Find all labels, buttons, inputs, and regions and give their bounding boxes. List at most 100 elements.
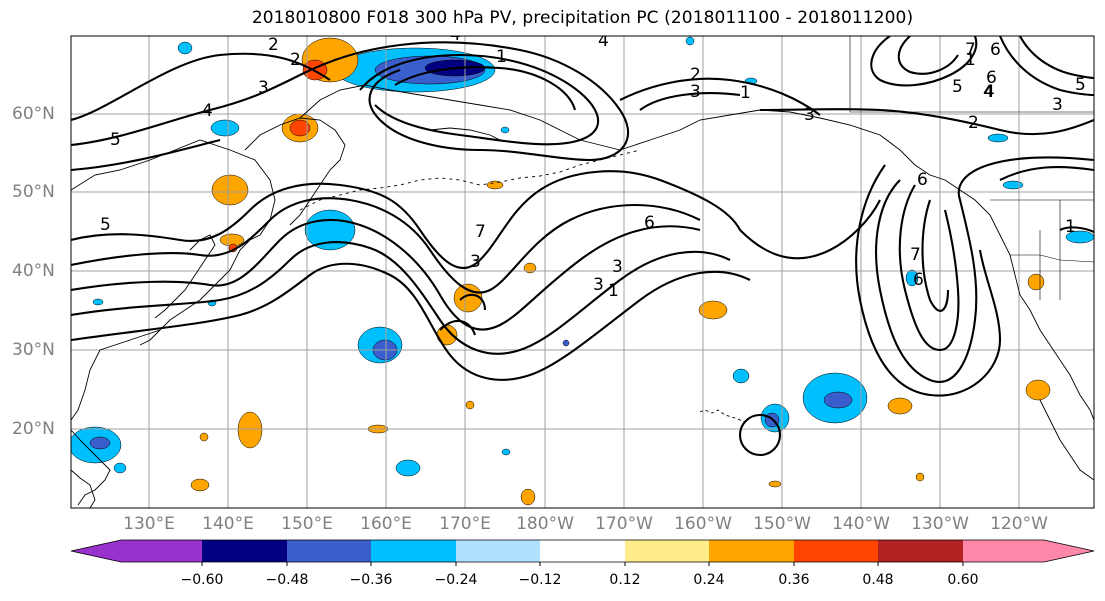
precip-anomaly-region [210,119,240,137]
colorbar-tick-label: −0.60 [180,572,224,588]
precip-anomaly-region [486,180,504,190]
colorbar-tick-label: −0.48 [265,572,309,588]
contour-label: 2 [268,35,279,55]
lon-label: 120°W [990,514,1048,534]
contour-label: 7 [475,222,486,242]
contour-label: 4 [983,82,994,102]
contour-label: 4 [202,101,213,121]
contour-label: 4 [598,31,609,51]
precip-anomaly-region [732,368,750,384]
colorbar-tick-label: −0.12 [518,572,562,588]
lon-label: 130°W [911,514,969,534]
contour-label: 3 [593,275,604,295]
contour-label: 6 [644,213,655,233]
colorbar-segment [794,540,879,562]
precip-anomaly-region [500,126,510,134]
precip-anomaly-region [289,119,311,137]
lon-label: 140°E [202,514,254,534]
lon-label: 170°E [439,514,491,534]
precip-anomaly-region [395,459,421,477]
colorbar-segment [709,540,795,562]
colorbar-tick-label: 0.12 [609,572,641,588]
contour-label: 5 [100,215,111,235]
precip-anomaly-region [520,488,536,506]
contour-label: 1 [740,83,751,103]
precip-anomaly-region [823,391,853,409]
contour-label: 7 [910,245,921,265]
contour-label: 3 [258,78,269,98]
colorbar-segment [456,540,541,562]
precip-anomaly-region [915,472,925,482]
lon-label: 160°E [360,514,412,534]
precip-anomaly-region [1065,230,1094,244]
lon-label: 130°E [123,514,175,534]
colorbar-segment [371,540,457,562]
precip-anomaly-region [768,480,782,488]
contour-label: 2 [968,113,979,133]
contour-label: 3 [612,257,623,277]
precip-anomaly-region [562,339,570,347]
precip-anomaly-region [685,36,695,46]
precip-anomaly-region [698,300,728,320]
lat-label-60: 60°N [12,104,55,124]
contour-label: 3 [1052,95,1063,115]
precip-anomaly-region [113,462,127,474]
colorbar-tick-label: −0.24 [434,572,478,588]
lon-label: 140°W [832,514,890,534]
precip-anomaly-region [905,269,919,287]
contour-label: 6 [990,40,1001,60]
contour-label: 3 [470,252,481,272]
colorbar-tick-label: 0.24 [693,572,725,588]
colorbar-segment [540,540,626,562]
colorbar-segment [963,540,1045,562]
precip-anomaly-region [987,133,1009,143]
lon-label: 180°W [516,514,574,534]
contour-label: 4 [450,25,461,45]
map-title: 2018010800 F018 300 hPa PV, precipitatio… [251,8,914,28]
contour-label: 2 [690,65,701,85]
colorbar-tick-label: −0.36 [349,572,393,588]
contour-label: 1 [496,47,507,67]
contour-label: 7 [965,40,976,60]
precip-anomaly-region [465,400,475,410]
lat-label-50: 50°N [12,182,55,202]
lon-label: 170°W [595,514,653,534]
colorbar-segment [121,540,203,562]
precip-anomaly-region [1027,273,1045,291]
colorbar-tick-label: 0.36 [778,572,810,588]
map-frame [70,35,1095,509]
contour-label: 1 [608,281,619,301]
colorbar [70,539,1095,566]
contour-label: 6 [917,170,928,190]
lon-label: 150°W [753,514,811,534]
precip-anomaly-region [887,397,913,415]
coastlines [71,36,1094,508]
contour-label: 5 [952,77,963,97]
contour-label: 5 [1075,75,1086,95]
colorbar-segment [878,540,964,562]
contour-label: 3 [804,105,815,125]
precip-anomaly-region [89,436,111,450]
lon-label: 150°E [281,514,333,534]
lon-label: 160°W [674,514,732,534]
contour-label: 6 [986,68,997,88]
precip-anomaly-region [190,478,210,492]
colorbar-extend-low [71,540,121,562]
precip-anomaly-region [501,448,511,456]
colorbar-tick-label: 0.48 [862,572,894,588]
precip-anomaly-region [453,283,483,313]
precip-anomaly-region [304,209,356,251]
contour-label: 3 [690,82,701,102]
lat-label-20: 20°N [12,419,55,439]
colorbar-extend-high [1044,540,1094,562]
precip-anomaly-region [211,174,249,206]
colorbar-segment [287,540,372,562]
colorbar-segment [202,540,288,562]
colorbar-outline [70,539,1095,563]
precip-anomaly-region [92,298,104,306]
precip-anomaly-region [199,432,209,442]
lat-label-30: 30°N [12,340,55,360]
precip-shading [71,36,1094,506]
contour-label: 4 [984,82,995,102]
